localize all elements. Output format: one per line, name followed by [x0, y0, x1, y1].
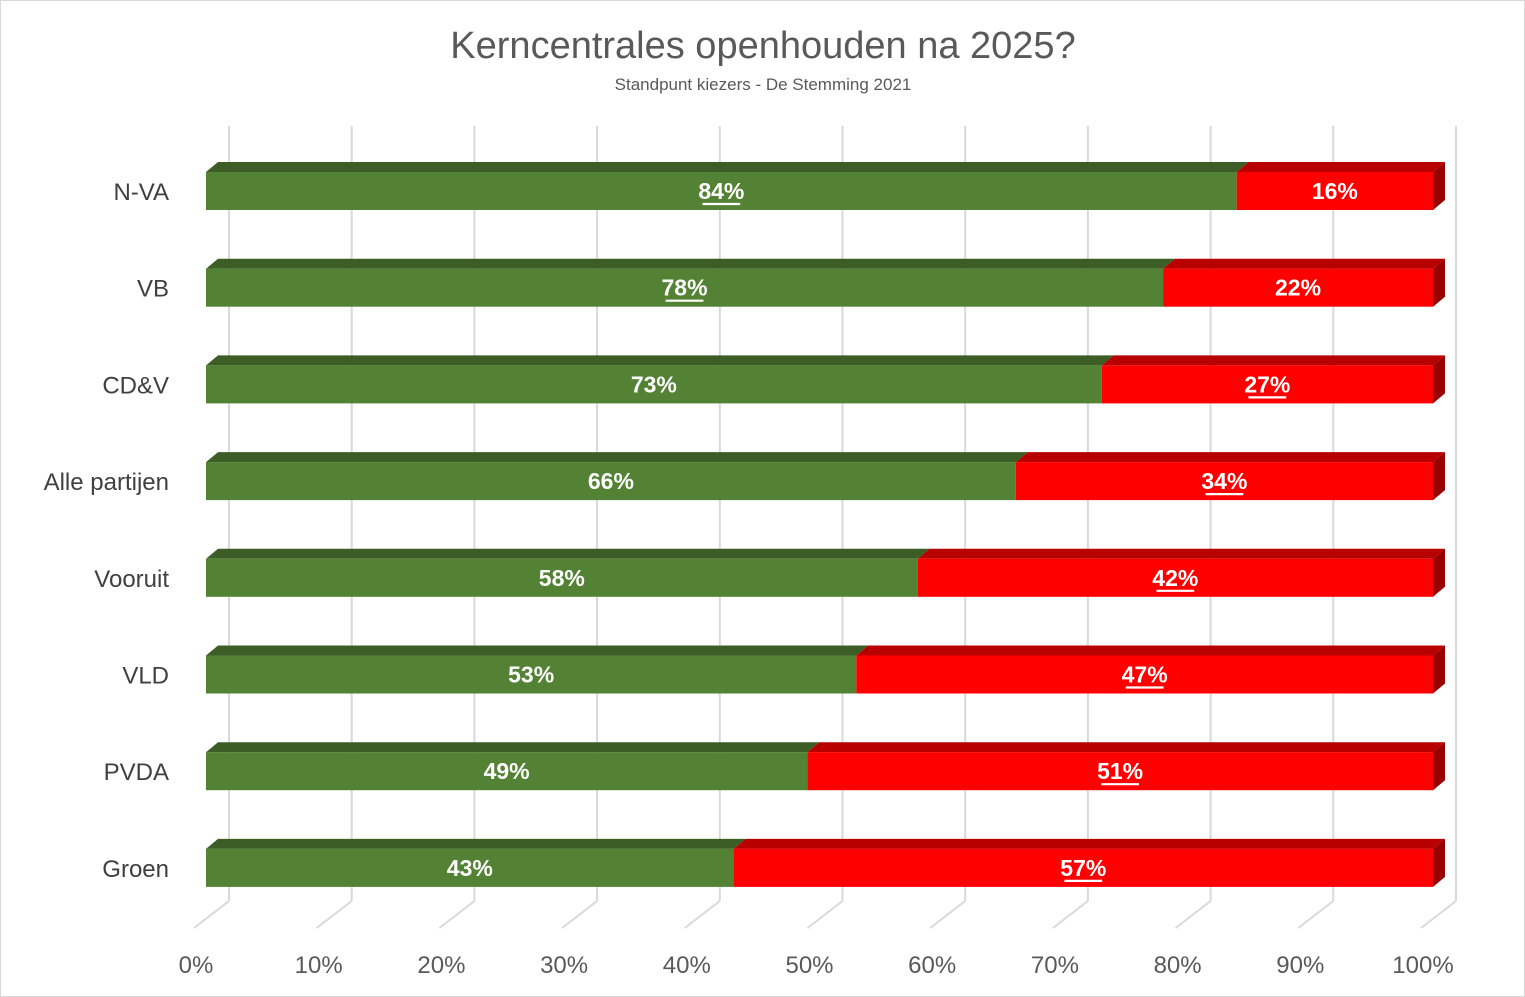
bar-top-vld-s1 [206, 645, 869, 656]
data-label-vb-s2: 22% [1275, 275, 1321, 301]
category-label-n-va: N-VA [113, 179, 169, 206]
category-label-groen: Groen [102, 856, 169, 883]
floor-gridline-80 [1174, 900, 1212, 929]
category-label-vb: VB [137, 276, 169, 303]
bar-cd-v-s1 [206, 365, 1102, 404]
x-tick-label-20: 20% [417, 952, 465, 979]
category-label-vooruit: Vooruit [94, 566, 169, 593]
floor-gridline-70 [1052, 900, 1089, 929]
x-tick-label-50: 50% [785, 952, 833, 979]
x-tick-label-10: 10% [295, 952, 343, 979]
bar-vooruit-s1 [206, 558, 918, 597]
data-label-cd-v-s1: 73% [631, 371, 677, 397]
bar-side-alle-partijen-s2 [1433, 452, 1445, 501]
x-tick-label-30: 30% [540, 952, 588, 979]
chart-subtitle: Standpunt kiezers - De Stemming 2021 [615, 75, 912, 94]
bar-top-alle-partijen-s2 [1015, 452, 1445, 463]
data-label-groen-s1: 43% [447, 855, 493, 881]
floor-gridline-0 [193, 900, 230, 929]
bar-top-cd-v-s2 [1101, 355, 1445, 366]
bar-top-vb-s2 [1163, 258, 1445, 269]
category-label-pvda: PVDA [104, 759, 169, 786]
bar-pvda-s1 [206, 752, 808, 791]
floor-gridline-30 [561, 900, 598, 929]
data-label-pvda-s1: 49% [484, 758, 530, 784]
data-label-pvda-s2: 51% [1097, 758, 1143, 784]
floor-gridline-40 [684, 900, 721, 929]
bar-top-n-va-s2 [1236, 162, 1445, 172]
bar-top-vooruit-s2 [917, 548, 1445, 559]
bar-top-groen-s1 [206, 838, 746, 849]
bar-top-pvda-s1 [206, 742, 820, 753]
x-axis-ticks: 0% 10% 20% 30% 40% 50% 60% 70% 80% 90% 100% [179, 952, 1454, 979]
chart-title: Kerncentrales openhouden na 2025? [450, 25, 1075, 67]
bar-side-vooruit-s2 [1433, 548, 1445, 597]
bar-top-n-va-s1 [206, 162, 1249, 172]
bar-top-vb-s1 [206, 258, 1176, 269]
x-tick-label-70: 70% [1031, 952, 1079, 979]
bar-top-pvda-s2 [807, 742, 1445, 753]
x-tick-label-40: 40% [663, 952, 711, 979]
bar-vld-s1 [206, 655, 857, 694]
category-labels: N-VA VB CD&V Alle partijen Vooruit VLD PVDA Gro… [44, 179, 170, 883]
bar-side-cd-v-s2 [1433, 355, 1445, 404]
bar-top-groen-s2 [733, 838, 1445, 849]
data-label-alle-partijen-s2: 34% [1201, 468, 1247, 494]
bar-top-alle-partijen-s1 [206, 452, 1028, 463]
bar-top-vld-s2 [856, 645, 1445, 656]
data-label-vld-s2: 47% [1122, 662, 1168, 688]
floor-gridline-60 [929, 900, 966, 929]
data-label-alle-partijen-s1: 66% [588, 468, 634, 494]
bar-groen-s1 [206, 848, 734, 887]
bar-side-vb-s2 [1433, 258, 1445, 307]
floor-gridline-20 [438, 900, 476, 929]
x-tick-label-100: 100% [1392, 952, 1453, 979]
x-tick-label-60: 60% [908, 952, 956, 979]
category-label-alle-partijen: Alle partijen [44, 469, 169, 496]
data-label-vld-s1: 53% [508, 662, 554, 688]
bar-side-groen-s2 [1433, 838, 1445, 887]
bar-side-pvda-s2 [1433, 742, 1445, 791]
data-label-vooruit-s1: 58% [539, 565, 585, 591]
data-label-vb-s1: 78% [662, 275, 708, 301]
bar-top-cd-v-s1 [206, 355, 1114, 366]
x-tick-label-80: 80% [1154, 952, 1202, 979]
data-label-cd-v-s2: 27% [1244, 371, 1290, 397]
data-label-groen-s2: 57% [1060, 855, 1106, 881]
data-label-n-va-s1: 84% [698, 178, 744, 204]
floor-gridline-50 [806, 900, 844, 929]
bar-top-vooruit-s1 [206, 548, 930, 559]
data-label-n-va-s2: 16% [1312, 178, 1358, 204]
bar-n-va-s2 [1236, 172, 1433, 210]
floor-gridline-10 [316, 900, 353, 929]
category-label-cd-v: CD&V [102, 372, 169, 399]
bar-alle-partijen-s1 [206, 462, 1016, 501]
bar-side-n-va-s2 [1433, 162, 1445, 210]
x-tick-label-0: 0% [179, 952, 214, 979]
bar-vb-s2 [1163, 268, 1433, 307]
x-tick-label-90: 90% [1276, 952, 1324, 979]
bar-side-vld-s2 [1433, 645, 1445, 694]
floor-gridline-100 [1420, 900, 1457, 929]
floor-gridline-90 [1297, 900, 1334, 929]
data-label-vooruit-s2: 42% [1152, 565, 1198, 591]
gridlines [193, 126, 1457, 929]
bars: 84% 16% 78% 22% 73% 27% 66% 34% 58% 42% 53% 47% 49% 5… [206, 162, 1445, 887]
category-label-vld: VLD [122, 663, 169, 690]
